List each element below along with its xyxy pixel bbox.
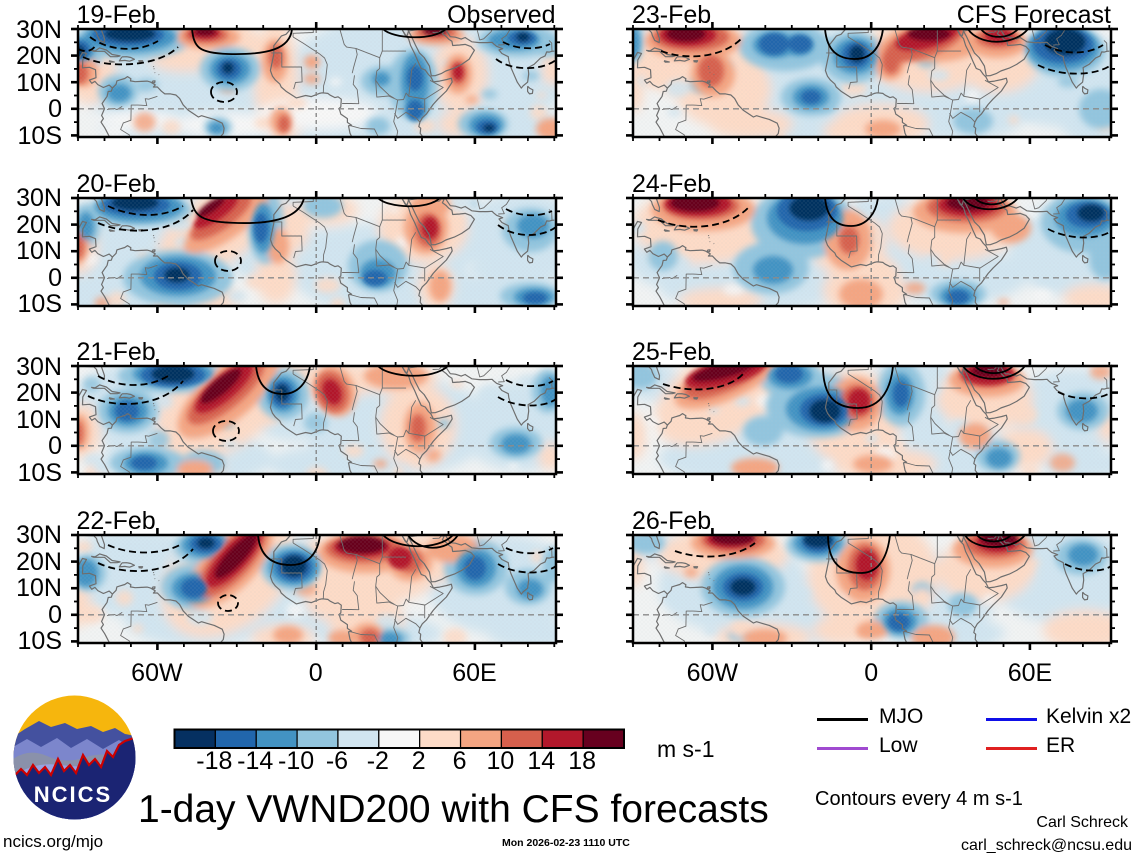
svg-text:NCICS: NCICS	[34, 782, 112, 807]
